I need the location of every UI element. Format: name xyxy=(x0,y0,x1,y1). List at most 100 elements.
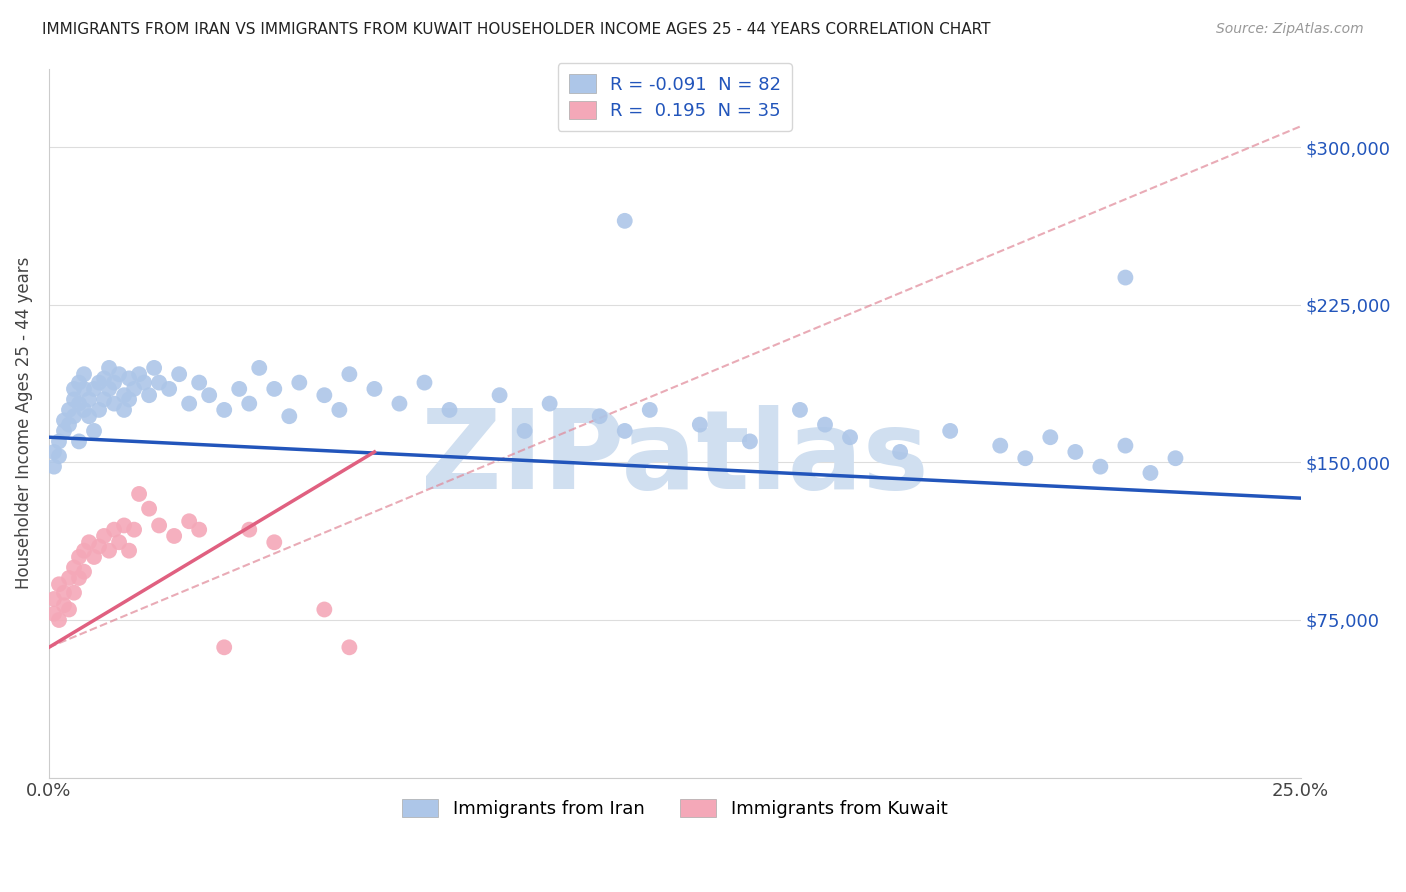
Point xyxy=(67,434,90,449)
Point xyxy=(63,585,86,599)
Point xyxy=(67,396,90,410)
Point xyxy=(638,403,661,417)
Point xyxy=(93,371,115,385)
Point xyxy=(118,392,141,407)
Point xyxy=(73,565,96,579)
Point xyxy=(77,392,100,407)
Point xyxy=(112,518,135,533)
Point xyxy=(58,602,80,616)
Point xyxy=(73,382,96,396)
Point xyxy=(148,518,170,533)
Point xyxy=(363,382,385,396)
Text: IMMIGRANTS FROM IRAN VS IMMIGRANTS FROM KUWAIT HOUSEHOLDER INCOME AGES 25 - 44 Y: IMMIGRANTS FROM IRAN VS IMMIGRANTS FROM … xyxy=(42,22,991,37)
Point xyxy=(58,403,80,417)
Point xyxy=(238,396,260,410)
Point xyxy=(288,376,311,390)
Point xyxy=(413,376,436,390)
Point xyxy=(122,523,145,537)
Point xyxy=(118,543,141,558)
Point xyxy=(212,640,235,655)
Point xyxy=(48,613,70,627)
Point xyxy=(228,382,250,396)
Legend: Immigrants from Iran, Immigrants from Kuwait: Immigrants from Iran, Immigrants from Ku… xyxy=(395,791,955,825)
Point xyxy=(63,392,86,407)
Point xyxy=(48,449,70,463)
Point xyxy=(263,535,285,549)
Point xyxy=(87,376,110,390)
Point xyxy=(988,439,1011,453)
Point xyxy=(42,445,65,459)
Point xyxy=(247,360,270,375)
Point xyxy=(328,403,350,417)
Point xyxy=(138,388,160,402)
Point xyxy=(53,599,76,613)
Point xyxy=(112,403,135,417)
Point xyxy=(53,413,76,427)
Point xyxy=(388,396,411,410)
Point xyxy=(93,529,115,543)
Point xyxy=(613,424,636,438)
Point xyxy=(42,607,65,621)
Point xyxy=(73,403,96,417)
Point xyxy=(1114,270,1136,285)
Point xyxy=(167,368,190,382)
Point xyxy=(1039,430,1062,444)
Point xyxy=(108,535,131,549)
Point xyxy=(73,368,96,382)
Point xyxy=(118,371,141,385)
Point xyxy=(83,549,105,564)
Point xyxy=(278,409,301,424)
Point xyxy=(1164,451,1187,466)
Point xyxy=(212,403,235,417)
Point xyxy=(128,368,150,382)
Point xyxy=(1139,466,1161,480)
Point xyxy=(939,424,962,438)
Point xyxy=(513,424,536,438)
Point xyxy=(157,382,180,396)
Point xyxy=(73,543,96,558)
Point xyxy=(87,403,110,417)
Text: ZIPatlas: ZIPatlas xyxy=(420,405,929,512)
Point xyxy=(337,368,360,382)
Point xyxy=(42,592,65,607)
Point xyxy=(122,382,145,396)
Point xyxy=(98,382,121,396)
Point xyxy=(198,388,221,402)
Point xyxy=(58,571,80,585)
Y-axis label: Householder Income Ages 25 - 44 years: Householder Income Ages 25 - 44 years xyxy=(15,257,32,590)
Point xyxy=(83,382,105,396)
Point xyxy=(613,214,636,228)
Point xyxy=(889,445,911,459)
Point xyxy=(538,396,561,410)
Point xyxy=(48,434,70,449)
Point xyxy=(67,549,90,564)
Point xyxy=(1114,439,1136,453)
Point xyxy=(263,382,285,396)
Point xyxy=(138,501,160,516)
Point xyxy=(63,560,86,574)
Point xyxy=(488,388,510,402)
Point xyxy=(1014,451,1036,466)
Point xyxy=(112,388,135,402)
Point xyxy=(108,368,131,382)
Point xyxy=(143,360,166,375)
Point xyxy=(163,529,186,543)
Point xyxy=(98,543,121,558)
Text: Source: ZipAtlas.com: Source: ZipAtlas.com xyxy=(1216,22,1364,37)
Point xyxy=(132,376,155,390)
Point xyxy=(63,382,86,396)
Point xyxy=(128,487,150,501)
Point xyxy=(58,417,80,432)
Point xyxy=(63,409,86,424)
Point xyxy=(77,535,100,549)
Point xyxy=(103,523,125,537)
Point xyxy=(42,459,65,474)
Point xyxy=(188,376,211,390)
Point xyxy=(103,396,125,410)
Point xyxy=(93,392,115,407)
Point xyxy=(188,523,211,537)
Point xyxy=(314,602,336,616)
Point xyxy=(337,640,360,655)
Point xyxy=(179,396,201,410)
Point xyxy=(87,540,110,554)
